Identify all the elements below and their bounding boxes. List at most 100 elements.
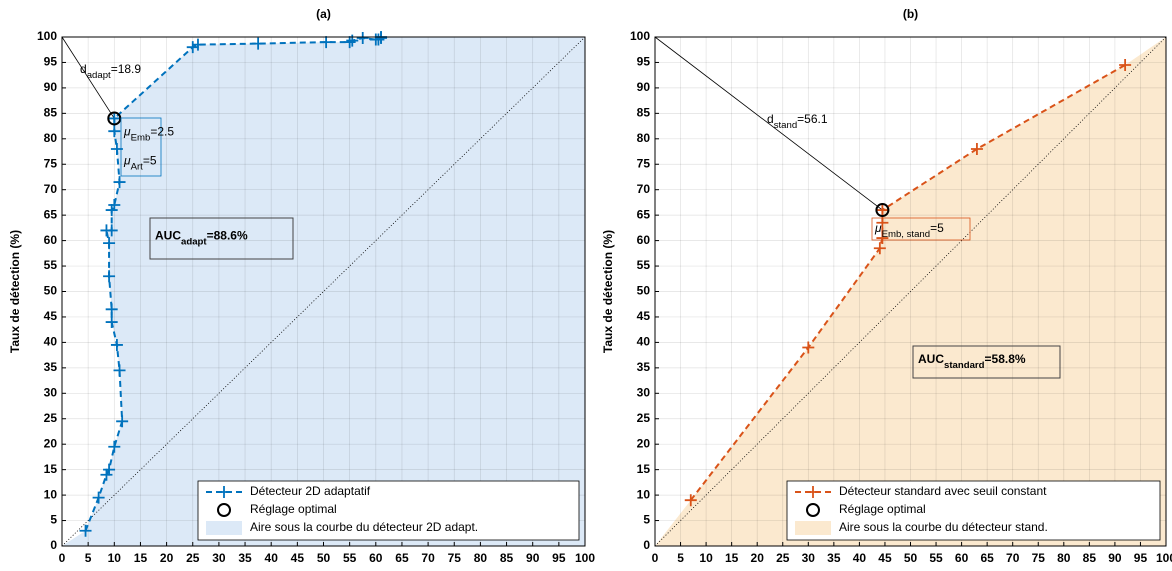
roc-marker	[876, 204, 889, 217]
y-axis-label: Taux de détection (%)	[8, 230, 22, 353]
y-tick-label: 55	[637, 258, 651, 272]
x-tick-label: 75	[1032, 551, 1046, 565]
roc-marker	[186, 41, 199, 54]
legend-label: Réglage optimal	[250, 502, 337, 516]
legend-marker	[218, 486, 230, 498]
y-tick-label: 80	[637, 131, 651, 145]
y-tick-label: 40	[637, 335, 651, 349]
y-axis-label: Taux de détection (%)	[601, 230, 615, 353]
annotation-text: =5	[143, 154, 157, 168]
y-tick-label: 90	[44, 80, 58, 94]
annotation-main: d	[767, 112, 774, 126]
x-tick-label: 40	[853, 551, 867, 565]
chance-diagonal	[654, 36, 1167, 547]
annotation: μEmb=2.5	[123, 125, 174, 144]
plot-frame	[61, 36, 586, 547]
annotation-sub: Emb, stand	[882, 229, 931, 240]
roc-marker	[103, 237, 116, 250]
x-tick-label: 100	[1156, 551, 1172, 565]
roc-marker	[113, 176, 126, 189]
y-tick-label: 55	[44, 258, 58, 272]
annotation-main: AUC	[918, 352, 944, 366]
roc-marker	[105, 204, 118, 217]
x-tick-label: 95	[1134, 551, 1148, 565]
y-tick-label: 95	[44, 55, 58, 69]
annotation: μEmb, stand=5	[874, 221, 944, 240]
annotation-main: AUC	[155, 229, 181, 243]
x-tick-label: 15	[725, 551, 739, 565]
roc-marker	[108, 112, 121, 125]
y-tick-label: 10	[44, 487, 58, 501]
annotation-text: =2.5	[150, 125, 174, 139]
roc-marker	[92, 491, 105, 504]
annotation-sub: Emb	[131, 133, 151, 144]
distance-line	[61, 36, 115, 119]
roc-marker	[110, 338, 123, 351]
x-tick-label: 0	[652, 551, 659, 565]
y-tick-label: 70	[44, 182, 58, 196]
annotation-text: =18.9	[111, 62, 142, 76]
roc-marker	[100, 468, 113, 481]
legend-label: Détecteur 2D adaptatif	[250, 484, 371, 498]
roc-marker	[802, 341, 815, 354]
chart-title: (b)	[903, 7, 918, 21]
x-tick-label: 15	[134, 551, 148, 565]
annotation-sub: adapt	[181, 237, 207, 248]
x-tick-label: 5	[677, 551, 684, 565]
x-tick-label: 35	[238, 551, 252, 565]
legend-label: Aire sous la courbe du détecteur stand.	[839, 520, 1048, 534]
x-tick-label: 40	[265, 551, 279, 565]
legend-label: Aire sous la courbe du détecteur 2D adap…	[250, 520, 478, 534]
plot-frame	[654, 36, 1167, 547]
y-tick-label: 35	[44, 360, 58, 374]
x-tick-label: 90	[526, 551, 540, 565]
annotation-text: =58.8%	[985, 352, 1026, 366]
x-tick-label: 30	[212, 551, 226, 565]
x-tick-label: 85	[1083, 551, 1097, 565]
roc-marker	[116, 415, 129, 428]
roc-marker	[79, 524, 92, 537]
annotation-text: =56.1	[797, 112, 828, 126]
y-tick-label: 65	[44, 207, 58, 221]
annotation-text: =5	[930, 221, 944, 235]
roc-marker	[108, 198, 121, 211]
y-tick-label: 15	[637, 462, 651, 476]
roc-marker	[108, 440, 121, 453]
x-tick-label: 45	[878, 551, 892, 565]
x-tick-label: 45	[291, 551, 305, 565]
annotation-text: =88.6%	[207, 229, 248, 243]
y-tick-label: 20	[44, 436, 58, 450]
roc-curve	[689, 64, 1126, 501]
roc-marker	[108, 125, 121, 138]
y-tick-label: 100	[630, 29, 650, 43]
x-tick-label: 95	[552, 551, 566, 565]
y-tick-label: 60	[637, 233, 651, 247]
y-tick-label: 50	[637, 284, 651, 298]
y-tick-label: 15	[44, 462, 58, 476]
x-tick-label: 70	[421, 551, 435, 565]
x-tick-label: 25	[186, 551, 200, 565]
x-tick-label: 50	[904, 551, 918, 565]
x-tick-label: 30	[802, 551, 816, 565]
legend-label: Détecteur standard avec seuil constant	[839, 484, 1047, 498]
legend-label: Réglage optimal	[839, 502, 926, 516]
legend-marker	[806, 503, 820, 517]
x-tick-label: 25	[776, 551, 790, 565]
y-tick-label: 30	[637, 385, 651, 399]
legend-marker	[217, 503, 231, 517]
annotation: μArt=5	[123, 154, 157, 173]
x-tick-label: 20	[751, 551, 765, 565]
annotation: AUCadapt=88.6%	[155, 229, 248, 248]
roc-marker	[873, 242, 886, 255]
x-tick-label: 5	[85, 551, 92, 565]
y-tick-label: 25	[44, 411, 58, 425]
roc-marker	[970, 142, 983, 155]
x-tick-label: 90	[1108, 551, 1122, 565]
x-tick-label: 60	[369, 551, 383, 565]
x-tick-label: 0	[59, 551, 66, 565]
annotation-sub: standard	[944, 360, 985, 371]
roc-marker	[103, 270, 116, 283]
x-tick-label: 80	[474, 551, 488, 565]
x-tick-label: 65	[980, 551, 994, 565]
